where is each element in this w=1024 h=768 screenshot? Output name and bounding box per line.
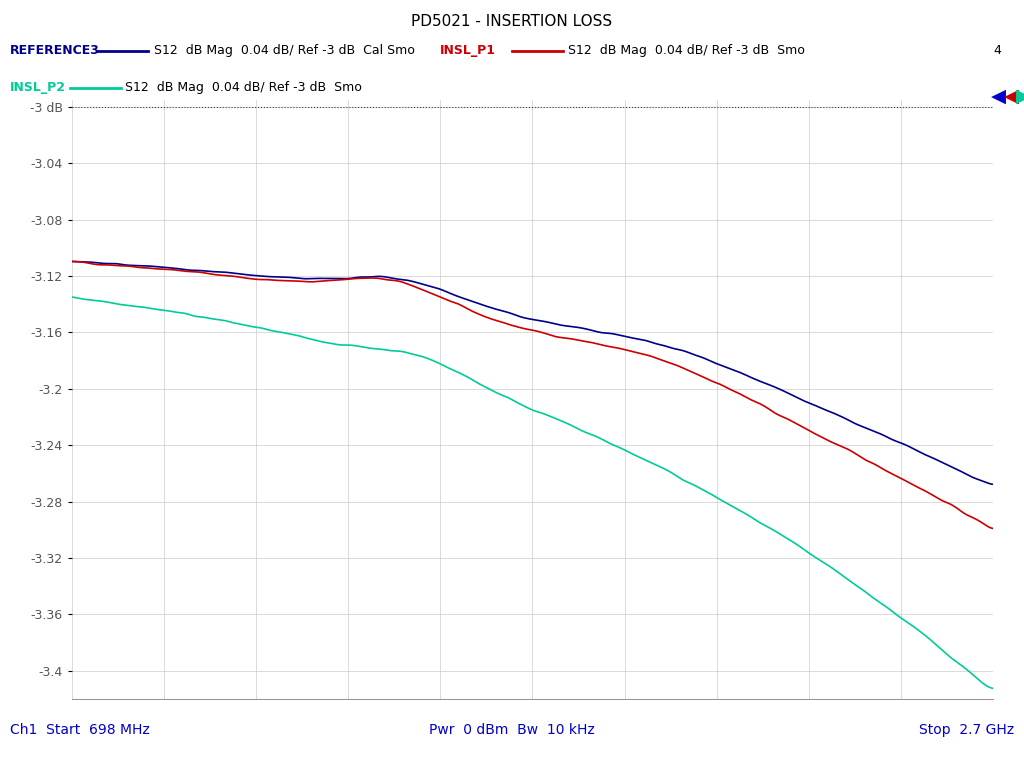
Text: REFERENCE3: REFERENCE3 <box>10 45 100 57</box>
Text: ◀: ◀ <box>1016 87 1024 105</box>
Text: Pwr  0 dBm  Bw  10 kHz: Pwr 0 dBm Bw 10 kHz <box>429 723 595 737</box>
Text: ◀: ◀ <box>991 87 1006 105</box>
Text: 4: 4 <box>993 45 1001 57</box>
Text: Ch1  Start  698 MHz: Ch1 Start 698 MHz <box>10 723 150 737</box>
Text: ◀: ◀ <box>1005 87 1019 105</box>
Text: INSL_P2: INSL_P2 <box>10 81 67 94</box>
Text: INSL_P1: INSL_P1 <box>440 45 497 57</box>
Text: Stop  2.7 GHz: Stop 2.7 GHz <box>919 723 1014 737</box>
Text: S12  dB Mag  0.04 dB/ Ref -3 dB  Cal Smo: S12 dB Mag 0.04 dB/ Ref -3 dB Cal Smo <box>154 45 415 57</box>
Text: S12  dB Mag  0.04 dB/ Ref -3 dB  Smo: S12 dB Mag 0.04 dB/ Ref -3 dB Smo <box>125 81 361 94</box>
Text: PD5021 - INSERTION LOSS: PD5021 - INSERTION LOSS <box>412 14 612 29</box>
Text: S12  dB Mag  0.04 dB/ Ref -3 dB  Smo: S12 dB Mag 0.04 dB/ Ref -3 dB Smo <box>568 45 805 57</box>
